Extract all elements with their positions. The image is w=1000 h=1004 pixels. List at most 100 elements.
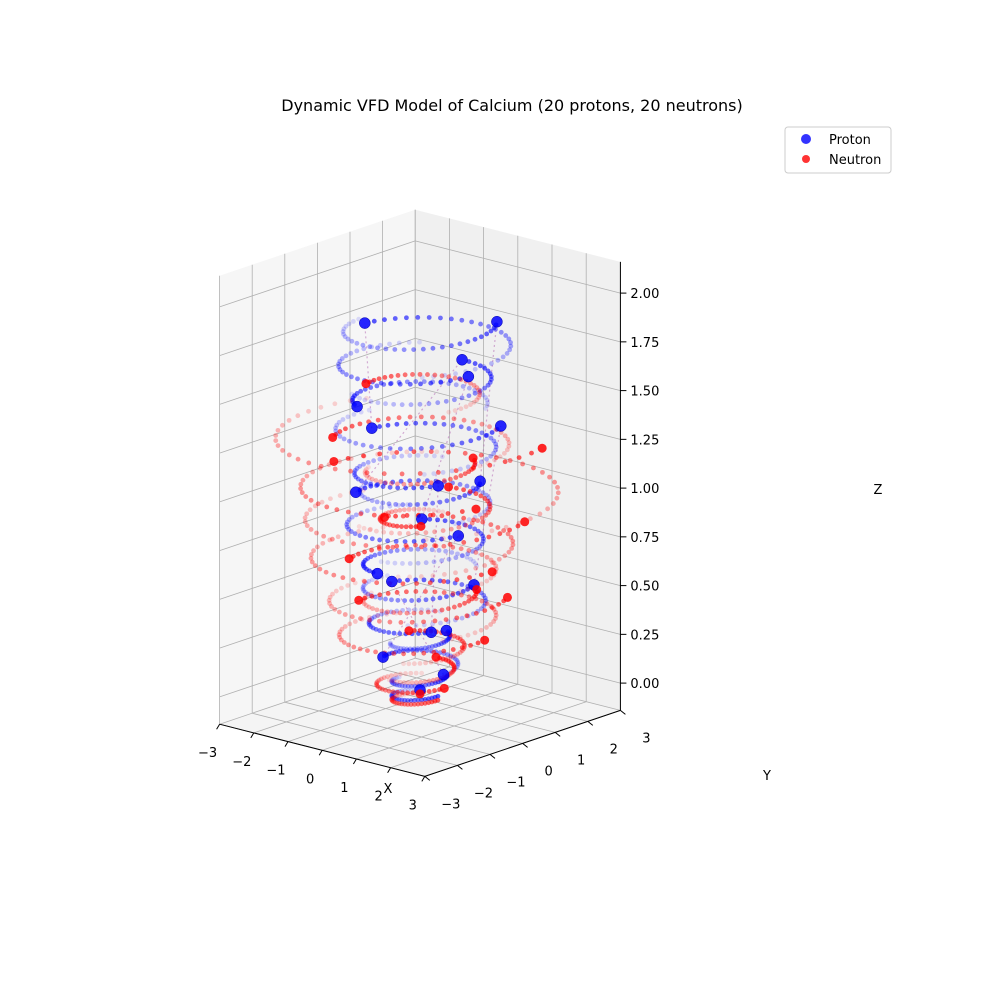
neutron-trail-dot bbox=[327, 537, 333, 543]
proton-trail-dot bbox=[337, 367, 343, 372]
neutron-trail-dot bbox=[390, 689, 396, 695]
neutron-trail-dot bbox=[340, 575, 346, 581]
neutron-trail-dot bbox=[303, 494, 309, 499]
proton-trail-dot bbox=[392, 681, 398, 687]
neutron-trail-dot bbox=[547, 474, 552, 480]
neutron-marker bbox=[472, 585, 482, 595]
neutron-trail-dot bbox=[416, 506, 422, 512]
neutron-trail-dot bbox=[419, 544, 424, 550]
neutron-trail-dot bbox=[540, 469, 545, 475]
neutron-trail-dot bbox=[300, 477, 306, 483]
proton-trail-dot bbox=[337, 358, 343, 364]
neutron-trail-dot bbox=[342, 612, 348, 617]
x-tick-mark bbox=[250, 732, 255, 739]
proton-trail-dot bbox=[467, 524, 473, 530]
proton-trail-dot bbox=[491, 438, 497, 444]
neutron-trail-dot bbox=[441, 590, 447, 595]
neutron-trail-dot bbox=[362, 595, 368, 601]
neutron-trail-dot bbox=[407, 574, 413, 580]
proton-trail-dot bbox=[460, 553, 465, 558]
neutron-trail-dot bbox=[295, 413, 301, 419]
neutron-trail-dot bbox=[377, 592, 383, 598]
neutron-trail-dot bbox=[453, 485, 459, 491]
neutron-trail-dot bbox=[442, 572, 447, 577]
neutron-trail-dot bbox=[394, 693, 400, 699]
proton-trail-dot bbox=[448, 653, 454, 659]
proton-trail-dot bbox=[343, 323, 349, 329]
neutron-trail-dot bbox=[477, 392, 483, 398]
neutron-trail-dot bbox=[367, 617, 372, 623]
proton-trail-dot bbox=[363, 534, 369, 540]
proton-trail-dot bbox=[361, 588, 367, 594]
neutron-trail-dot bbox=[463, 522, 469, 528]
proton-trail-dot bbox=[443, 548, 449, 554]
proton-trail-dot bbox=[476, 435, 482, 441]
neutron-marker bbox=[404, 626, 414, 636]
proton-trail-dot bbox=[449, 468, 455, 474]
proton-trail-dot bbox=[361, 483, 366, 489]
y-tick-mark bbox=[424, 776, 431, 781]
neutron-trail-dot bbox=[371, 512, 377, 518]
neutron-trail-dot bbox=[366, 604, 372, 610]
neutron-trail-dot bbox=[508, 535, 514, 540]
x-tick-label: −3 bbox=[198, 746, 217, 761]
proton-trail-dot bbox=[479, 541, 485, 547]
neutron-trail-dot bbox=[451, 667, 457, 673]
proton-marker bbox=[440, 624, 453, 637]
proton-trail-dot bbox=[457, 341, 463, 347]
axis-lines bbox=[216, 261, 627, 782]
neutron-trail-dot bbox=[345, 456, 351, 461]
proton-trail-dot bbox=[370, 625, 376, 631]
proton-trail-dot bbox=[346, 321, 352, 327]
proton-trail-dot bbox=[430, 500, 436, 506]
proton-trail-dot bbox=[506, 336, 512, 342]
neutron-trail-dot bbox=[505, 531, 511, 537]
neutron-trail-dot bbox=[394, 700, 400, 706]
proton-trail-dot bbox=[420, 538, 426, 544]
proton-trail-dot bbox=[462, 493, 468, 498]
neutron-trail-dot bbox=[280, 447, 285, 453]
proton-trail-dot bbox=[366, 579, 372, 584]
neutron-trail-dot bbox=[337, 629, 343, 635]
proton-trail-dot bbox=[400, 607, 406, 613]
side-grid-z bbox=[219, 533, 416, 600]
proton-trail-dot bbox=[399, 453, 405, 459]
neutron-marker bbox=[471, 504, 481, 514]
proton-trail-dot bbox=[444, 594, 449, 599]
neutron-trail-dot bbox=[443, 617, 449, 623]
neutron-trail-dot bbox=[451, 633, 457, 639]
floor-grid-y bbox=[284, 701, 491, 755]
neutron-trail-dot bbox=[404, 513, 410, 518]
neutron-trail-dot bbox=[480, 519, 486, 525]
neutron-trail-dot bbox=[443, 656, 449, 662]
neutron-trail-dot bbox=[408, 702, 414, 707]
proton-trail-dot bbox=[422, 645, 428, 651]
neutron-trail-dot bbox=[454, 577, 460, 583]
neutron-trail-dot bbox=[397, 507, 403, 513]
proton-trail-dot bbox=[400, 561, 405, 566]
x-tick-mark bbox=[352, 758, 357, 765]
neutron-trail-dot bbox=[430, 512, 436, 518]
proton-trail-dot bbox=[459, 582, 465, 587]
proton-trail-dot bbox=[357, 395, 363, 401]
proton-trail-dot bbox=[369, 444, 374, 449]
neutron-trail-dot bbox=[461, 540, 467, 545]
neutron-trail-dot bbox=[408, 524, 414, 530]
neutron-trail-dot bbox=[510, 538, 516, 544]
neutron-trail-dot bbox=[482, 608, 488, 614]
neutron-trail-dot bbox=[390, 698, 395, 704]
proton-trail-dot bbox=[388, 381, 393, 387]
neutron-trail-dot bbox=[506, 440, 512, 446]
neutron-trail-dot bbox=[371, 377, 377, 383]
neutron-trail-dot bbox=[382, 375, 388, 380]
proton-trail-dot bbox=[390, 677, 395, 683]
neutron-trail-dot bbox=[403, 589, 409, 595]
side-grid-z bbox=[219, 289, 416, 357]
neutron-trail-dot bbox=[395, 373, 401, 378]
proton-trail-dot bbox=[391, 676, 396, 682]
proton-trail-dot bbox=[430, 596, 436, 602]
neutron-trail-dot bbox=[473, 610, 479, 616]
neutron-trail-dot bbox=[309, 559, 315, 565]
neutron-trail-dot bbox=[399, 471, 405, 477]
proton-trail-dot bbox=[439, 536, 444, 542]
